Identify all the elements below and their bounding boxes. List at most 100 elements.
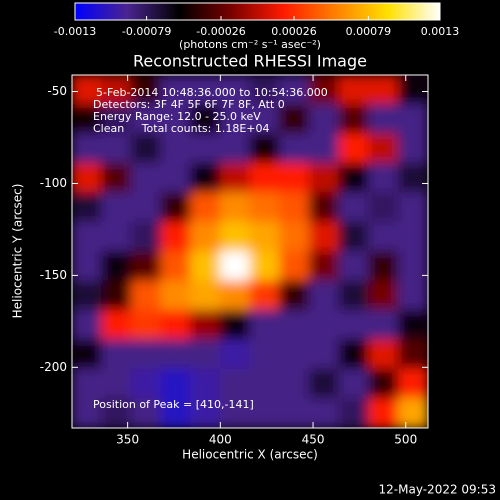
heat-cell [308, 133, 340, 164]
heat-cell [397, 280, 428, 311]
heat-cell [249, 280, 281, 311]
heat-cell [308, 398, 340, 428]
heat-cell [279, 309, 310, 341]
heat-cell [130, 133, 162, 164]
heat-cell [397, 192, 428, 223]
heat-cell [249, 221, 281, 252]
heat-cell [279, 133, 310, 164]
heat-cell [130, 103, 162, 135]
heat-cell [308, 221, 340, 252]
heat-cell [101, 133, 132, 164]
heat-cell [219, 398, 251, 428]
heat-cell [368, 192, 399, 223]
heat-cell [130, 280, 162, 311]
y-tick-label: -50 [47, 84, 67, 98]
heat-cell [190, 103, 221, 135]
heat-cell [368, 280, 399, 311]
heat-cell [249, 251, 281, 282]
heat-cell [219, 192, 251, 223]
heat-cell [130, 162, 162, 194]
heat-cell [338, 280, 370, 311]
heat-cell [338, 368, 370, 400]
heat-cell [160, 339, 192, 370]
heat-cell [308, 368, 340, 400]
heat-cell [397, 133, 428, 164]
heat-cell [190, 192, 221, 223]
colorbar [74, 2, 441, 21]
x-tick-label: 350 [116, 433, 139, 447]
y-tick-label: -150 [40, 268, 67, 282]
heat-cell [160, 133, 192, 164]
heat-cell [338, 103, 370, 135]
heat-cell [308, 75, 340, 105]
heat-cell [279, 103, 310, 135]
heat-cell [130, 221, 162, 252]
heat-cell [72, 368, 103, 400]
heat-cell [397, 339, 428, 370]
x-tick-label: 450 [302, 433, 325, 447]
heat-cell [160, 398, 192, 428]
heat-cell [101, 103, 132, 135]
heat-cell [279, 192, 310, 223]
heat-cell [219, 309, 251, 341]
heat-cell [130, 339, 162, 370]
heat-cell [249, 368, 281, 400]
colorbar-tick-label: -0.00026 [196, 25, 245, 38]
heat-cell [397, 309, 428, 341]
heat-cell [190, 339, 221, 370]
chart-title: Reconstructed RHESSI Image [133, 52, 367, 71]
heat-cell [397, 251, 428, 282]
colorbar-label: (photons cm⁻² s⁻¹ asec⁻²) [179, 38, 321, 51]
heat-cell [130, 75, 162, 105]
heat-cell [219, 368, 251, 400]
heat-cell [190, 368, 221, 400]
heat-cell [72, 251, 103, 282]
heat-cell [160, 103, 192, 135]
heat-cell [368, 309, 399, 341]
heat-cell [72, 280, 103, 311]
heat-cell [190, 221, 221, 252]
heat-cell [338, 192, 370, 223]
annotation: Detectors: 3F 4F 5F 6F 7F 8F, Att 0 [93, 98, 285, 111]
heat-cell [72, 75, 103, 105]
heat-cell [308, 339, 340, 370]
heat-cell [397, 103, 428, 135]
heat-cell [249, 103, 281, 135]
annotation: 5-Feb-2014 10:48:36.000 to 10:54:36.000 [96, 86, 328, 99]
heat-cell [72, 309, 103, 341]
heat-cell [368, 221, 399, 252]
heat-cell [72, 192, 103, 223]
colorbar-tick-label: 0.0013 [421, 25, 460, 38]
image [72, 75, 428, 428]
heat-cell [219, 162, 251, 194]
heat-cell [219, 103, 251, 135]
heat-cell [249, 339, 281, 370]
heat-cell [308, 280, 340, 311]
footer: 12-May-2022 09:53 [379, 483, 496, 497]
heat-cell [190, 133, 221, 164]
heat-cell [368, 133, 399, 164]
x-tick-label: 500 [394, 433, 417, 447]
y-tick-label: -200 [40, 360, 67, 374]
heat-cell [249, 162, 281, 194]
heat-cell [308, 162, 340, 194]
heat-cell [368, 251, 399, 282]
heat-cell [101, 398, 132, 428]
heat-cell [249, 75, 281, 105]
heat-cell [190, 251, 221, 282]
heat-cell [101, 192, 132, 223]
heat-cell [160, 280, 192, 311]
heat-cell [368, 75, 399, 105]
heat-cell [308, 192, 340, 223]
heat-cell [368, 162, 399, 194]
heat-cell [279, 398, 310, 428]
heat-cell [130, 368, 162, 400]
heat-cell [338, 162, 370, 194]
heat-cell [338, 339, 370, 370]
heat-cell [72, 103, 103, 135]
heat-cell [72, 339, 103, 370]
heat-cell [338, 221, 370, 252]
heat-cell [190, 398, 221, 428]
